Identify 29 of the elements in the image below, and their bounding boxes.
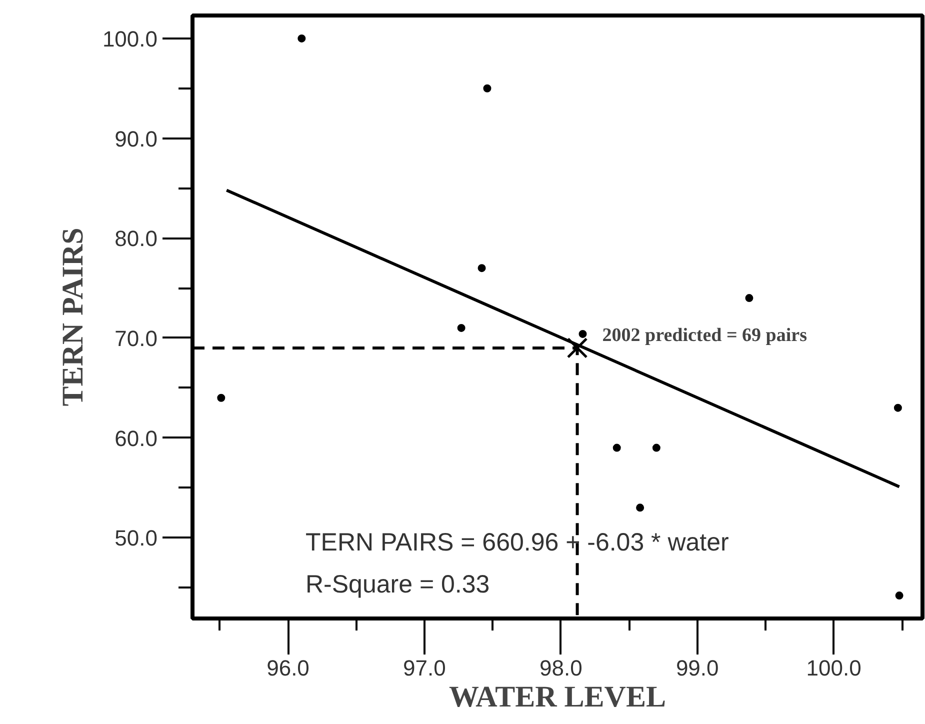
annotation: R-Square = 0.33	[306, 570, 490, 598]
point	[457, 324, 466, 332]
y-tick-label: 100.0	[102, 26, 158, 52]
point	[298, 34, 306, 42]
y-tick-label: 50.0	[114, 526, 158, 551]
x-tick-label: 98.0	[540, 656, 582, 680]
point	[745, 294, 754, 302]
y-tick-label: 70.0	[114, 326, 158, 351]
point	[636, 504, 644, 512]
x-tick-label: 100.0	[806, 656, 862, 680]
x-tick-label: 96.0	[266, 656, 310, 680]
y-axis-title: TERN PAIRS	[56, 228, 90, 406]
point	[894, 404, 902, 412]
point	[478, 264, 486, 272]
annotation: 2002 predicted = 69 pairs	[602, 324, 807, 346]
x-tick-label: 99.0	[676, 656, 719, 680]
y-tick-label: 60.0	[114, 426, 158, 451]
point	[566, 338, 588, 358]
point	[217, 394, 226, 402]
point	[612, 444, 621, 452]
point	[652, 444, 660, 452]
x-axis-title: WATER LEVEL	[449, 680, 666, 714]
point	[578, 330, 587, 338]
point	[483, 84, 492, 92]
y-tick-label: 90.0	[114, 126, 158, 152]
x-tick-label: 97.0	[403, 656, 446, 680]
annotation: TERN PAIRS = 660.96 + -6.03 * water	[306, 528, 729, 556]
point	[895, 592, 904, 600]
y-tick-label: 80.0	[114, 226, 158, 252]
